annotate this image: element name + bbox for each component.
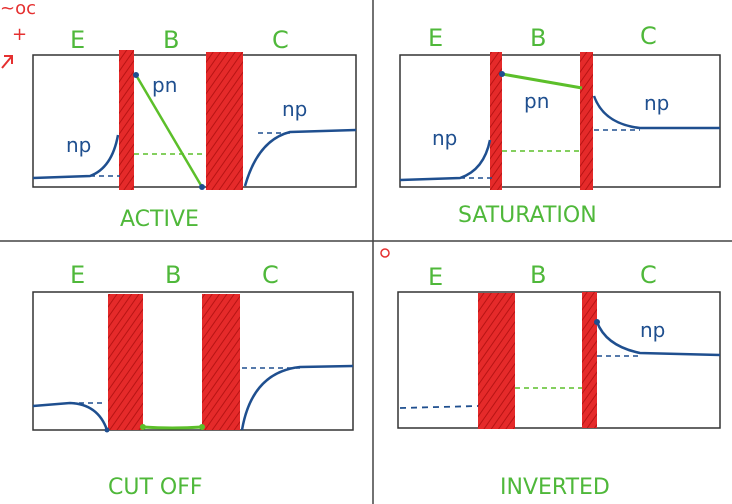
margin-scribble: ~oc xyxy=(0,0,36,19)
collector-hole-curve xyxy=(243,128,357,187)
collector-hole-curve xyxy=(592,95,720,130)
label-np-collector: np xyxy=(644,91,669,115)
panel-title-cutoff: CUT OFF xyxy=(108,475,203,500)
panel-cutoff: E B C CUT OFF xyxy=(32,261,354,500)
region-label-collector: C xyxy=(640,22,657,50)
region-label-emitter: E xyxy=(428,263,443,291)
label-np-emitter: np xyxy=(432,126,457,150)
arrow-mark xyxy=(1,55,13,69)
region-label-emitter: E xyxy=(70,26,85,54)
region-label-base: B xyxy=(163,26,179,54)
base-electron-line xyxy=(134,74,204,188)
base-electron-line xyxy=(142,425,203,430)
emitter-edge-dot xyxy=(104,427,110,433)
region-label-emitter: E xyxy=(428,24,443,52)
device-box xyxy=(32,291,354,431)
base-edge-dot xyxy=(499,71,505,77)
region-label-collector: C xyxy=(272,26,289,54)
label-np-emitter: np xyxy=(66,133,91,157)
collector-edge-dot xyxy=(594,319,600,325)
panel-active: E B C np pn np ACTIVE xyxy=(32,26,357,232)
region-label-collector: C xyxy=(640,261,657,289)
device-box xyxy=(399,54,721,188)
device-box xyxy=(397,291,721,429)
label-pn-base: pn xyxy=(524,89,549,113)
emitter-base-depletion xyxy=(108,294,143,430)
base-electron-line xyxy=(501,72,583,90)
base-left-dot xyxy=(140,424,146,430)
collector-hole-curve xyxy=(240,364,354,431)
panel-inverted: E B C np INVERTED xyxy=(397,261,721,500)
region-label-base: B xyxy=(165,261,181,289)
inverted-circle-mark xyxy=(380,248,390,258)
label-np-collector: np xyxy=(282,97,307,121)
region-label-base: B xyxy=(530,24,546,52)
emitter-equilibrium-dash xyxy=(399,405,479,409)
base-collector-depletion xyxy=(206,52,243,190)
emitter-base-depletion xyxy=(490,52,502,190)
panel-title-active: ACTIVE xyxy=(120,207,199,232)
emitter-hole-curve xyxy=(32,401,109,431)
base-right-dot xyxy=(199,424,205,430)
panel-title-saturation: SATURATION xyxy=(458,203,597,228)
region-label-collector: C xyxy=(262,261,279,289)
base-collector-depletion xyxy=(582,292,597,428)
region-label-base: B xyxy=(530,261,546,289)
panel-saturation: E B C np pn np SATURATION xyxy=(399,22,721,228)
device-box xyxy=(32,54,357,188)
region-label-emitter: E xyxy=(70,261,85,289)
label-pn-base: pn xyxy=(152,73,177,97)
collector-edge-dot xyxy=(199,184,205,190)
base-collector-depletion xyxy=(580,52,593,190)
base-edge-dot xyxy=(133,72,139,78)
label-np-collector: np xyxy=(640,318,665,342)
plus-sign: + xyxy=(12,24,27,45)
collector-hole-curve xyxy=(595,321,721,357)
base-collector-depletion xyxy=(202,294,240,430)
panel-title-inverted: INVERTED xyxy=(500,475,610,500)
emitter-base-depletion xyxy=(119,50,134,190)
emitter-base-depletion xyxy=(478,293,515,429)
